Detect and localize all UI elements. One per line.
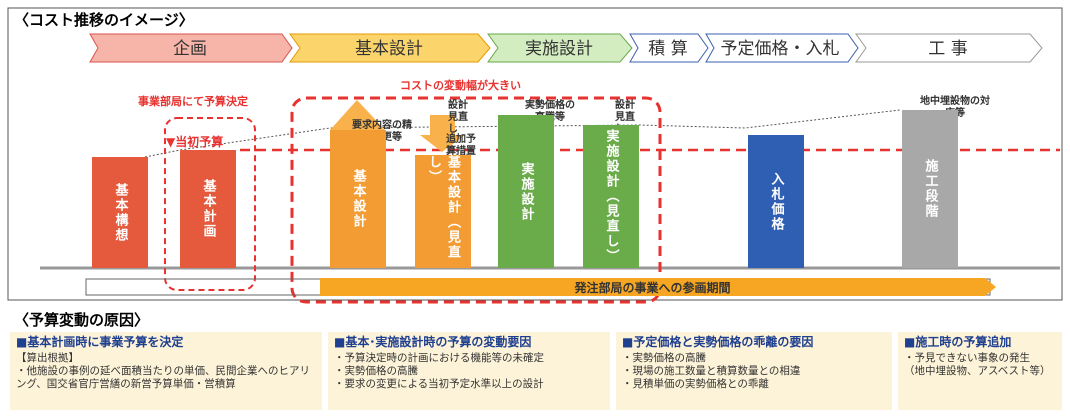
cost-bar: 基本設計 <box>330 130 386 268</box>
cause-item: 【算出根拠】 <box>16 352 79 364</box>
cause-box: ■予定価格と実勢価格の乖離の要因 ・実勢価格の高騰 ・現場の施工数量と積算数量との相… <box>616 332 892 410</box>
cause-item: ・他施設の事例の延べ面積当たりの単価、民間企業へのヒアリング、国交省官庁営繕の新… <box>16 365 310 390</box>
phase: 予定価格・入札 <box>720 39 840 59</box>
annotation: 追加予算措置 <box>446 134 476 157</box>
period-label: 発注部局の事業への参画期間 <box>574 281 731 295</box>
annotation: 事業部局にて予算決定 <box>138 95 248 108</box>
phase: 企画 <box>173 39 207 59</box>
phase-arrow <box>855 33 1043 63</box>
annotation: コストの変動幅が大きい <box>400 79 521 92</box>
cause-item: （地中埋設物、アスベスト等） <box>904 365 1051 377</box>
cause-box: ■基本･実施設計時の予算の変動要因 ・予算決定時の計画における機能等の未確定 ・実勢… <box>328 332 610 410</box>
cause-heading: ■基本計画時に事業予算を決定 <box>16 335 184 349</box>
cost-bar: 基本構想 <box>92 157 148 268</box>
phase: 実施設計 <box>525 39 593 59</box>
cause-item: ・実勢価格の高騰 <box>334 365 418 377</box>
cause-item: ・要求の変更による当初予定水準以上の設計 <box>334 378 544 390</box>
cause-heading: ■予定価格と実勢価格の乖離の要因 <box>622 335 814 349</box>
phase: 基本設計 <box>355 39 423 59</box>
cost-bar: 実施設計（見直し） <box>583 125 639 268</box>
phase-arrow <box>487 33 633 63</box>
phase-arrow <box>705 33 859 63</box>
phase: 工 事 <box>928 39 968 59</box>
down-arrow <box>420 115 465 152</box>
cost-bar: 入札価格 <box>748 135 804 268</box>
annotation: 設計見直し <box>448 100 468 135</box>
phase-arrow <box>629 33 709 63</box>
period-arrow <box>320 278 996 296</box>
cost-bar: 実施設計 <box>498 115 554 268</box>
cause-heading: ■基本･実施設計時の予算の変動要因 <box>334 335 532 349</box>
annotation: ▼当初予算 <box>166 135 224 149</box>
cause-item: ・実勢価格の高騰 <box>622 352 706 364</box>
cause-box: ■基本計画時に事業予算を決定 【算出根拠】 ・他施設の事例の延べ面積当たりの単価、民… <box>10 332 322 410</box>
cost-bar: 施工段階 <box>902 110 958 268</box>
cause-item: ・予見できない事象の発生 <box>904 352 1030 364</box>
cause-item: ・見積単価の実勢価格との乖離 <box>622 378 769 390</box>
section-title: 〈予算変動の原因〉 <box>14 311 150 329</box>
cause-box: ■施工時の予算追加・予見できない事象の発生 （地中埋設物、アスベスト等） <box>898 332 1062 410</box>
up-arrow <box>330 100 385 130</box>
phase-arrow <box>289 33 491 63</box>
cause-heading: ■施工時の予算追加 <box>904 335 1012 349</box>
cost-trend <box>144 109 901 158</box>
variation-box <box>290 96 662 304</box>
cost-bar: 基本設計（見直し） <box>415 155 471 268</box>
phase-arrow <box>89 33 293 63</box>
phase: 積 算 <box>648 39 688 59</box>
frame <box>7 7 1063 301</box>
cause-item: ・現場の施工数量と積算数量との相違 <box>622 365 801 377</box>
cost-bar: 基本計画 <box>180 150 236 268</box>
cause-item: ・予算決定時の計画における機能等の未確定 <box>334 352 544 364</box>
budget-box <box>164 117 256 291</box>
section-title: 〈コスト推移のイメージ〉 <box>14 11 194 29</box>
